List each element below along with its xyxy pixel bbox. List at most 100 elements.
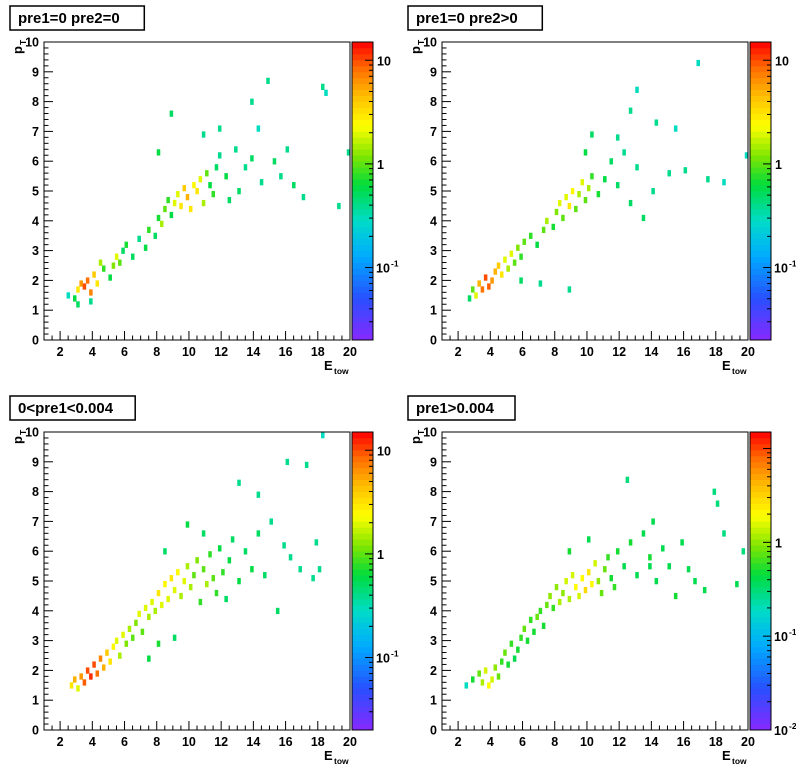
colorbar-segment (750, 119, 771, 126)
heatmap-cell (509, 250, 514, 257)
colorbar-segment (352, 298, 373, 305)
heatmap-cell (635, 86, 639, 93)
colorbar-segment (352, 652, 373, 659)
colorbar-segment (352, 119, 373, 126)
heatmap-cell (596, 191, 601, 198)
colorbar-segment (352, 107, 373, 114)
colorbar-segment (750, 545, 771, 552)
heatmap-cell (82, 679, 87, 686)
x-tick-label: 4 (89, 345, 96, 359)
y-tick-label: 3 (430, 244, 437, 258)
heatmap-cell (490, 676, 494, 683)
colorbar-segment (750, 262, 771, 269)
heatmap-cell (590, 131, 594, 138)
y-tick-label: 1 (430, 694, 437, 708)
heatmap-cell (92, 271, 96, 278)
heatmap-cell (654, 119, 659, 126)
heatmap-cell (538, 607, 543, 615)
colorbar-segment (352, 149, 373, 156)
heatmap-cell (230, 536, 235, 543)
x-axis-label-subscript: tow (334, 756, 349, 766)
heatmap-cell (95, 280, 100, 287)
colorbar-segment (352, 191, 373, 198)
colorbar-segment (750, 479, 771, 487)
colorbar-segment (352, 503, 373, 510)
heatmap-cell (561, 214, 565, 222)
x-tick-label: 20 (741, 735, 755, 749)
colorbar-segment (750, 634, 771, 641)
x-axis-label-subscript: tow (732, 756, 747, 766)
colorbar-segment (750, 449, 771, 457)
heatmap-cell (89, 673, 93, 680)
y-tick-label: 5 (430, 185, 437, 199)
heatmap-cell (548, 592, 552, 600)
heatmap-cell (654, 578, 659, 585)
heatmap-cell (227, 196, 232, 204)
colorbar-segment (352, 125, 373, 132)
colorbar-segment (352, 497, 373, 504)
heatmap-cell (622, 563, 626, 570)
colorbar-segment (352, 310, 373, 317)
heatmap-cell (593, 560, 597, 567)
heatmap-cell (622, 149, 626, 156)
heatmap-cell (337, 202, 341, 210)
heatmap-cell (169, 110, 174, 117)
heatmap-cell (111, 643, 116, 650)
colorbar-segment (750, 185, 771, 192)
colorbar-segment (750, 161, 771, 168)
heatmap-cell (217, 152, 222, 159)
heatmap-cell (98, 655, 103, 662)
colorbar-segment (750, 101, 771, 108)
heatmap-cell (172, 199, 177, 207)
heatmap-cell (577, 592, 581, 600)
chart-title: pre1>0.004 (416, 400, 495, 417)
heatmap-cell (124, 241, 129, 248)
y-axis-label: p (408, 436, 423, 444)
heatmap-cell (114, 637, 119, 644)
plot-frame (441, 41, 749, 341)
heatmap-cell (628, 199, 633, 207)
colorbar-segment (352, 256, 373, 263)
colorbar-segment (352, 214, 373, 222)
heatmap-cell (150, 598, 154, 606)
x-tick-label: 6 (519, 735, 526, 749)
colorbar-segment (352, 226, 373, 234)
colorbar-segment (750, 316, 771, 323)
colorbar-segment (750, 280, 771, 287)
x-tick-label: 14 (644, 735, 658, 749)
heatmap-cell (580, 179, 585, 186)
colorbar-segment (750, 131, 771, 138)
heatmap-cell (172, 586, 177, 594)
colorbar-segment (352, 628, 373, 636)
heatmap-cell (583, 149, 588, 156)
x-tick-label: 18 (709, 345, 723, 359)
colorbar-segment (750, 334, 771, 341)
colorbar-segment (352, 586, 373, 594)
heatmap-cell (477, 280, 481, 287)
heatmap-cell (195, 557, 199, 564)
heatmap-cell (487, 283, 491, 290)
heatmap-cell (153, 232, 158, 239)
colorbar-segment (352, 113, 373, 120)
colorbar-segment (750, 527, 771, 534)
heatmap-cell (499, 271, 504, 278)
colorbar-segment (750, 628, 771, 636)
colorbar-tick-label: 10 (377, 444, 391, 458)
heatmap-cell (490, 277, 494, 284)
heatmap-cell (288, 554, 293, 561)
heatmap-cell (641, 214, 646, 222)
y-tick-label: 5 (32, 185, 39, 199)
heatmap-cell (182, 578, 187, 585)
y-axis-label: p (10, 46, 25, 54)
colorbar-tick-exponent: -1 (789, 259, 796, 269)
colorbar-segment (352, 449, 373, 457)
y-tick-label: 7 (32, 515, 39, 529)
heatmap-cell (603, 566, 607, 573)
heatmap-cell (172, 634, 177, 641)
heatmap-cell (108, 658, 112, 665)
colorbar-segment (352, 634, 373, 641)
heatmap-cells (66, 77, 351, 308)
heatmap-cell (82, 283, 87, 290)
colorbar-segment (750, 71, 771, 79)
heatmap-cells (464, 476, 746, 689)
